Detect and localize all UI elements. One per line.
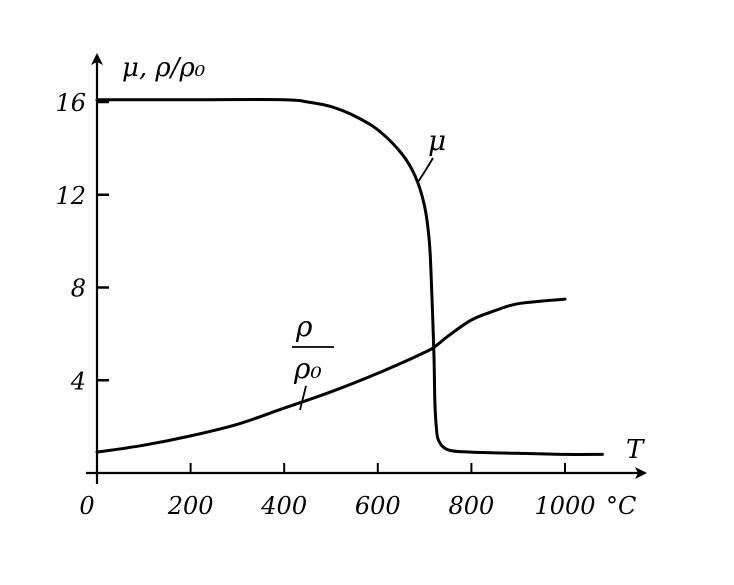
x-unit-label: °C xyxy=(606,492,636,520)
series-label-rho-leader xyxy=(299,385,307,411)
y-tick-label: 8 xyxy=(71,275,86,303)
series-label-mu-leader xyxy=(417,157,434,183)
series-labels: μ ρ ρ₀ xyxy=(292,124,446,411)
x-tick-label: 0 xyxy=(79,492,94,520)
axes xyxy=(86,53,647,484)
series-label-rho-numerator: ρ xyxy=(295,310,313,343)
x-tick-label: 600 xyxy=(355,492,401,520)
x-ticks: 0 200 400 600 800 1000 xyxy=(79,463,596,520)
series-label-rho-denominator: ρ₀ xyxy=(293,352,322,385)
series-layer xyxy=(95,98,604,456)
y-ticks: 4 8 12 16 xyxy=(55,89,109,395)
series-label-mu: μ xyxy=(428,124,446,157)
series-line-mu xyxy=(95,98,604,456)
x-tick-label: 1000 xyxy=(534,492,595,520)
series-line-rho xyxy=(95,297,567,454)
x-axis-title: T xyxy=(626,435,645,465)
y-tick-label: 4 xyxy=(70,367,86,395)
y-tick-label: 12 xyxy=(55,182,86,210)
x-tick-label: 800 xyxy=(448,492,494,520)
y-axis-title: μ, ρ/ρ₀ xyxy=(122,53,206,83)
x-tick-label: 200 xyxy=(167,492,214,520)
x-tick-label: 400 xyxy=(260,492,307,520)
y-tick-label: 16 xyxy=(55,89,86,117)
